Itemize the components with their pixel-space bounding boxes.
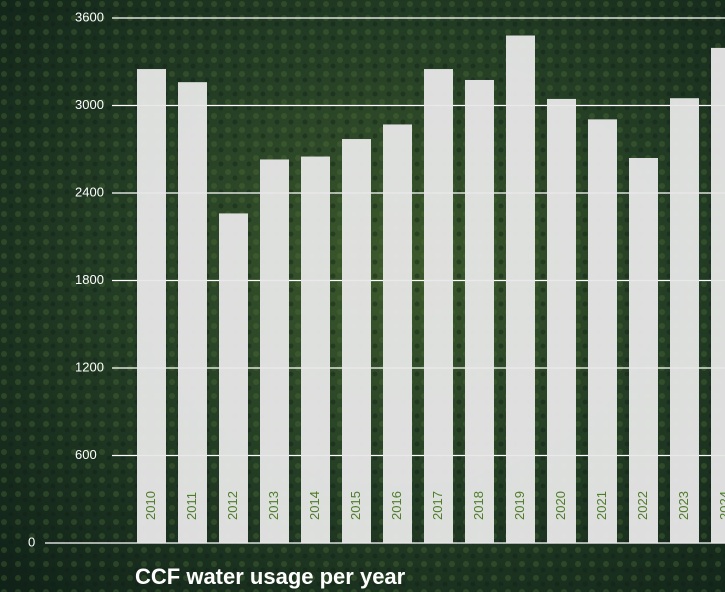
bar (629, 158, 658, 543)
x-tick-label: 2023 (676, 491, 691, 520)
y-tick-label: 0 (28, 534, 35, 549)
x-tick-label: 2011 (184, 492, 199, 520)
x-tick-label: 2019 (512, 491, 527, 520)
bar (588, 119, 617, 544)
bar (670, 98, 699, 543)
x-tick-label: 2020 (553, 491, 568, 520)
y-tick-label: 1200 (75, 359, 104, 374)
x-tick-label: 2024 (717, 491, 725, 520)
x-tick-label: 2018 (471, 491, 486, 520)
x-tick-label: 2014 (307, 491, 322, 520)
x-tick-label: 2010 (143, 491, 158, 520)
bar (383, 124, 412, 543)
bar (465, 79, 494, 544)
bar (301, 156, 330, 543)
y-tick-label: 3000 (75, 97, 104, 112)
x-tick-label: 2017 (430, 491, 445, 520)
bar (547, 98, 576, 543)
y-tick-label: 600 (75, 447, 97, 462)
bar (137, 69, 166, 544)
y-tick-label: 3600 (75, 9, 104, 24)
y-tick-label: 1800 (75, 272, 104, 287)
chart-title: CCF water usage per year (135, 564, 406, 589)
x-tick-label: 2022 (635, 491, 650, 520)
bar (711, 47, 725, 543)
x-tick-label: 2012 (225, 491, 240, 520)
bar (178, 82, 207, 544)
bar (260, 159, 289, 544)
bar (342, 139, 371, 543)
bar (424, 69, 453, 544)
x-tick-label: 2021 (594, 491, 609, 520)
x-tick-label: 2013 (266, 491, 281, 520)
y-tick-label: 2400 (75, 184, 104, 199)
x-tick-label: 2016 (389, 491, 404, 520)
bar (506, 35, 535, 543)
bar (219, 213, 248, 543)
x-tick-label: 2015 (348, 491, 363, 520)
